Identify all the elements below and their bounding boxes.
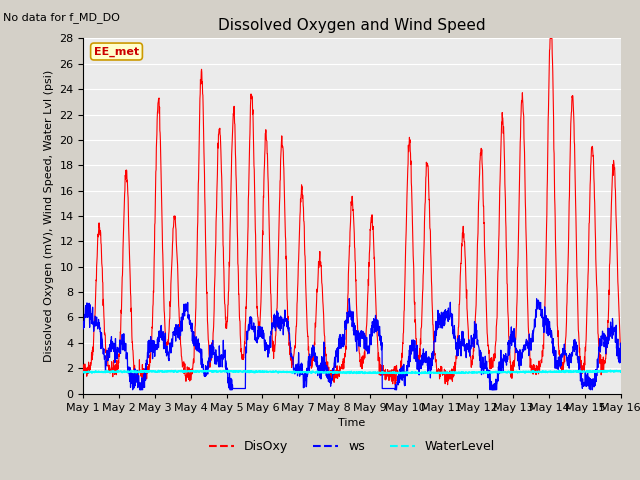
Y-axis label: Dissolved Oxygen (mV), Wind Speed, Water Lvl (psi): Dissolved Oxygen (mV), Wind Speed, Water… xyxy=(44,70,54,362)
X-axis label: Time: Time xyxy=(339,418,365,428)
Legend: DisOxy, ws, WaterLevel: DisOxy, ws, WaterLevel xyxy=(204,435,500,458)
Text: EE_met: EE_met xyxy=(94,47,139,57)
Text: No data for f_MD_DO: No data for f_MD_DO xyxy=(3,12,120,23)
Title: Dissolved Oxygen and Wind Speed: Dissolved Oxygen and Wind Speed xyxy=(218,18,486,33)
